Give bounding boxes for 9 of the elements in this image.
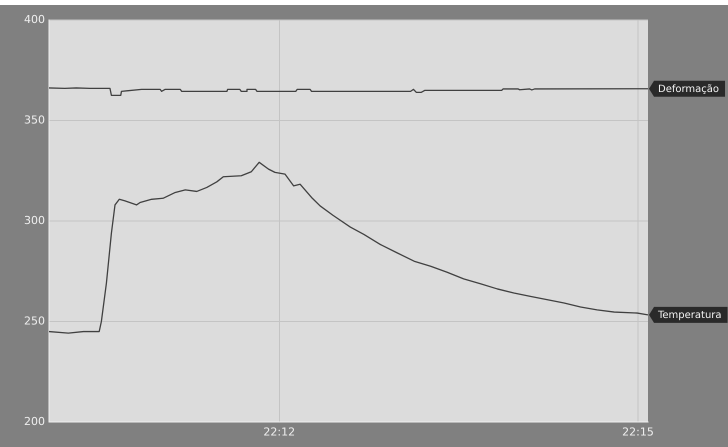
y-tick-label: 200 [24,414,45,428]
y-tick-label: 400 [24,12,45,26]
y-tick-label: 350 [24,113,45,126]
y-tick-label: 300 [24,214,45,227]
x-tick-label: 22:15 [622,425,654,438]
y-tick-label: 250 [24,314,45,328]
series-label: Deformação [658,84,720,95]
x-tick-label: 22:12 [263,425,296,438]
series-label: Temperatura [657,310,722,321]
